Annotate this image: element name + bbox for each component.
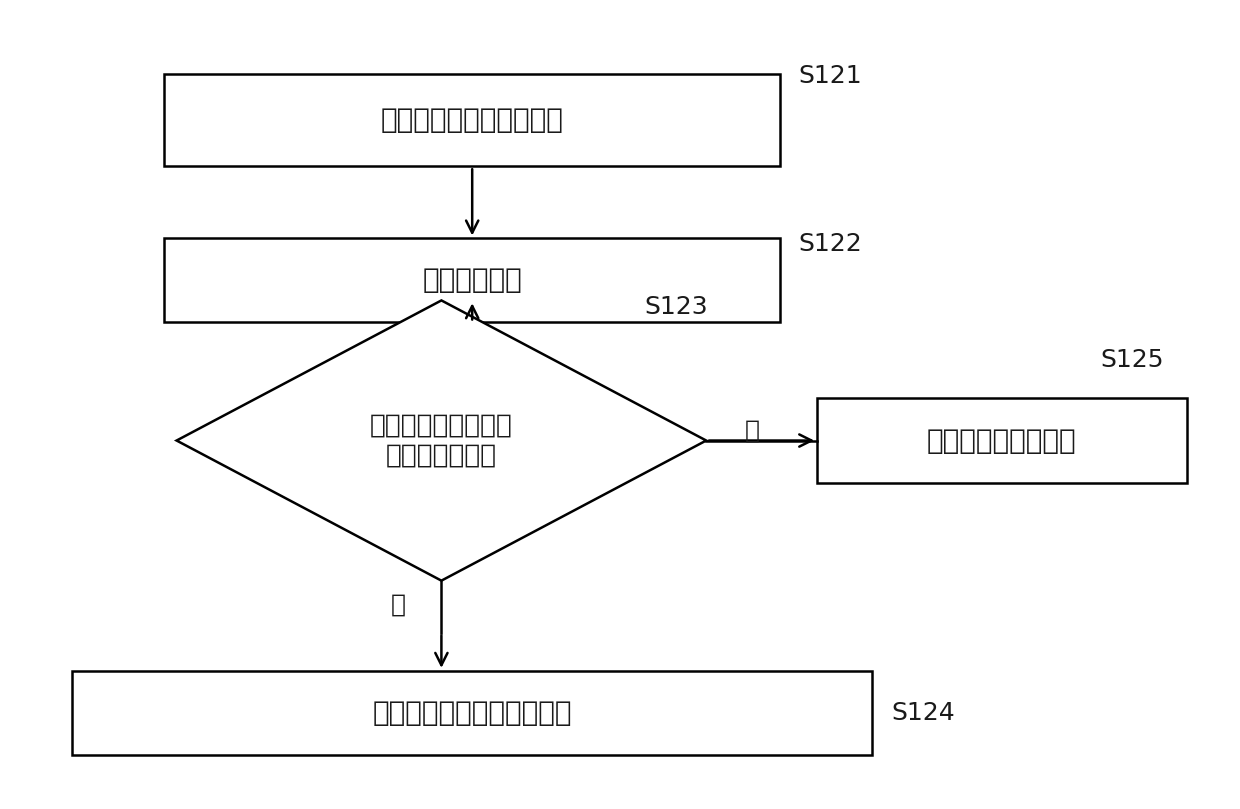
Bar xyxy=(164,74,780,167)
Text: 连接打印机并开启打印机: 连接打印机并开启打印机 xyxy=(381,106,564,134)
Text: S124: S124 xyxy=(892,701,955,725)
Polygon shape xyxy=(176,300,707,581)
Text: 否: 否 xyxy=(744,418,759,443)
Text: S125: S125 xyxy=(1100,349,1164,372)
Text: S123: S123 xyxy=(645,294,708,319)
Text: 获取通知消息: 获取通知消息 xyxy=(423,266,522,294)
Text: 打印机处于接入且可用状态: 打印机处于接入且可用状态 xyxy=(372,699,572,726)
Text: 判断所述通知消息是
否满足预设条件: 判断所述通知消息是 否满足预设条件 xyxy=(370,413,513,468)
Text: 打印机处于移出状态: 打印机处于移出状态 xyxy=(928,426,1076,455)
Text: 是: 是 xyxy=(391,593,405,616)
Text: S121: S121 xyxy=(799,64,862,88)
Bar xyxy=(72,671,873,755)
Text: S122: S122 xyxy=(799,232,862,256)
Bar xyxy=(817,399,1187,482)
Bar xyxy=(164,239,780,323)
